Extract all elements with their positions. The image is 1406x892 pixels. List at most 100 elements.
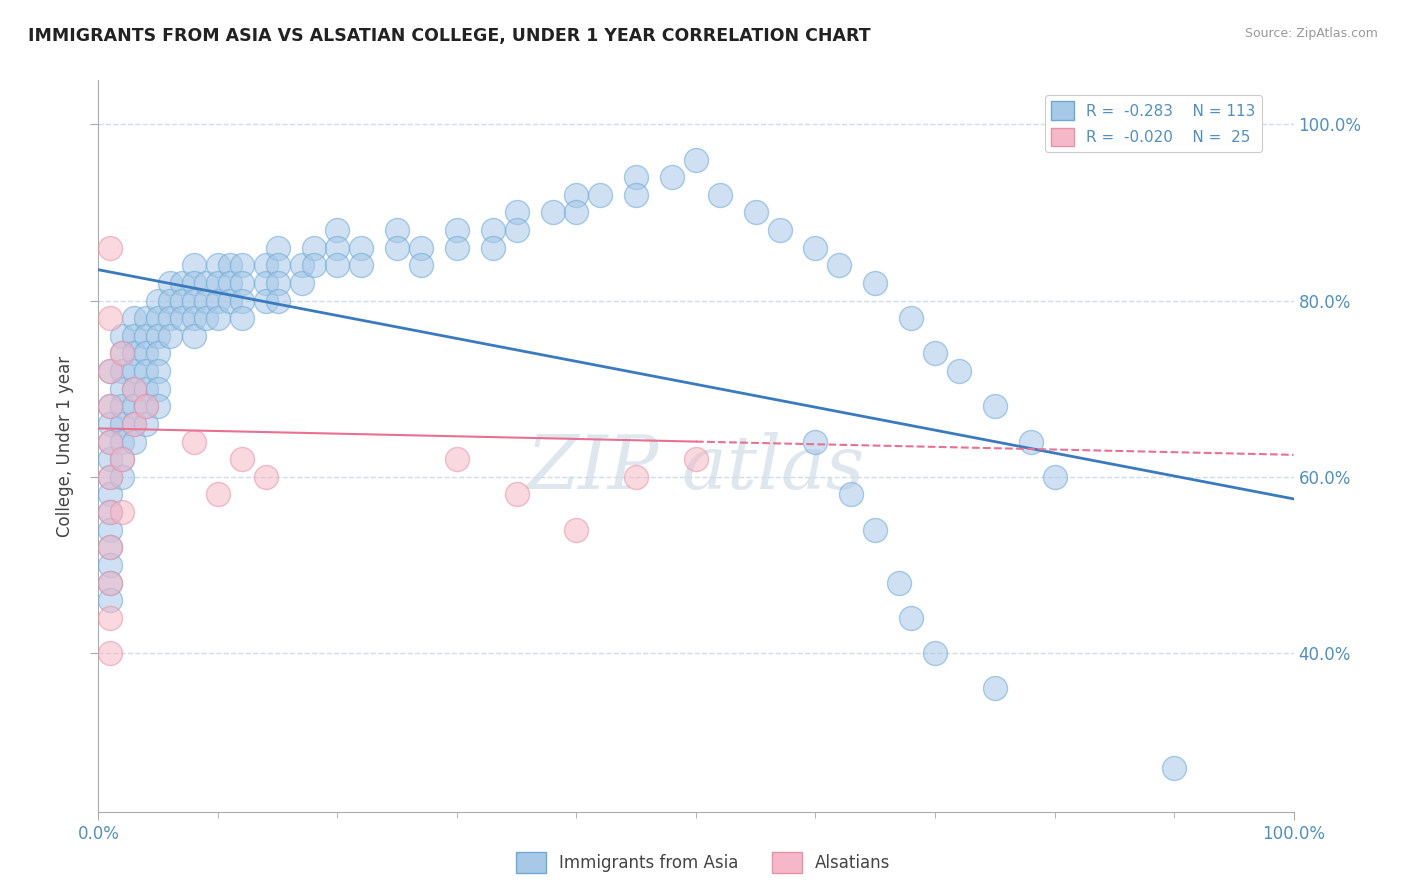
Point	[841, 487, 863, 501]
Point	[98, 417, 122, 431]
Point	[98, 575, 122, 590]
Point	[98, 400, 122, 414]
Point	[291, 276, 314, 290]
Text: ZIP atlas: ZIP atlas	[527, 432, 865, 504]
Point	[148, 329, 170, 343]
Point	[709, 187, 731, 202]
Point	[159, 293, 181, 308]
Point	[768, 223, 790, 237]
Point	[98, 434, 122, 449]
Point	[350, 241, 373, 255]
Point	[98, 541, 122, 555]
Point	[924, 646, 946, 660]
Point	[984, 681, 1007, 696]
Point	[541, 205, 564, 219]
Point	[219, 276, 242, 290]
Text: IMMIGRANTS FROM ASIA VS ALSATIAN COLLEGE, UNDER 1 YEAR CORRELATION CHART: IMMIGRANTS FROM ASIA VS ALSATIAN COLLEGE…	[28, 27, 870, 45]
Point	[661, 170, 683, 185]
Point	[98, 241, 122, 255]
Point	[111, 452, 134, 467]
Point	[446, 452, 468, 467]
Point	[231, 258, 253, 272]
Point	[1163, 761, 1185, 775]
Point	[135, 400, 157, 414]
Point	[626, 187, 648, 202]
Point	[98, 364, 122, 378]
Point	[135, 364, 157, 378]
Point	[411, 241, 433, 255]
Point	[446, 241, 468, 255]
Point	[254, 276, 277, 290]
Point	[900, 311, 922, 326]
Point	[98, 505, 122, 519]
Point	[98, 364, 122, 378]
Point	[565, 523, 588, 537]
Point	[254, 258, 277, 272]
Point	[98, 523, 122, 537]
Point	[98, 575, 122, 590]
Point	[124, 382, 146, 396]
Point	[111, 382, 134, 396]
Point	[172, 311, 194, 326]
Point	[326, 258, 349, 272]
Point	[948, 364, 970, 378]
Point	[111, 346, 134, 360]
Point	[124, 329, 146, 343]
Point	[98, 470, 122, 484]
Text: Source: ZipAtlas.com: Source: ZipAtlas.com	[1244, 27, 1378, 40]
Point	[135, 417, 157, 431]
Point	[481, 241, 505, 255]
Point	[267, 293, 290, 308]
Point	[385, 241, 409, 255]
Point	[148, 293, 170, 308]
Point	[231, 452, 253, 467]
Point	[589, 187, 612, 202]
Point	[111, 364, 134, 378]
Point	[207, 293, 229, 308]
Point	[326, 223, 349, 237]
Point	[385, 223, 409, 237]
Point	[506, 205, 529, 219]
Point	[98, 505, 122, 519]
Point	[135, 400, 157, 414]
Point	[863, 523, 887, 537]
Point	[828, 258, 851, 272]
Y-axis label: College, Under 1 year: College, Under 1 year	[56, 355, 75, 537]
Point	[111, 505, 134, 519]
Point	[98, 470, 122, 484]
Point	[124, 382, 146, 396]
Point	[626, 170, 648, 185]
Point	[350, 258, 373, 272]
Point	[565, 187, 588, 202]
Point	[302, 258, 325, 272]
Point	[1019, 434, 1042, 449]
Point	[148, 382, 170, 396]
Point	[626, 470, 648, 484]
Point	[207, 487, 229, 501]
Point	[231, 293, 253, 308]
Point	[135, 311, 157, 326]
Point	[183, 276, 205, 290]
Point	[302, 241, 325, 255]
Point	[159, 329, 181, 343]
Point	[135, 329, 157, 343]
Point	[900, 611, 922, 625]
Point	[291, 258, 314, 272]
Point	[207, 311, 229, 326]
Point	[267, 276, 290, 290]
Point	[804, 434, 827, 449]
Point	[183, 434, 205, 449]
Point	[111, 417, 134, 431]
Point	[135, 382, 157, 396]
Legend: Immigrants from Asia, Alsatians: Immigrants from Asia, Alsatians	[509, 846, 897, 880]
Point	[124, 311, 146, 326]
Point	[124, 417, 146, 431]
Point	[111, 329, 134, 343]
Point	[481, 223, 505, 237]
Point	[172, 276, 194, 290]
Point	[804, 241, 827, 255]
Point	[98, 611, 122, 625]
Point	[172, 293, 194, 308]
Point	[124, 434, 146, 449]
Point	[231, 311, 253, 326]
